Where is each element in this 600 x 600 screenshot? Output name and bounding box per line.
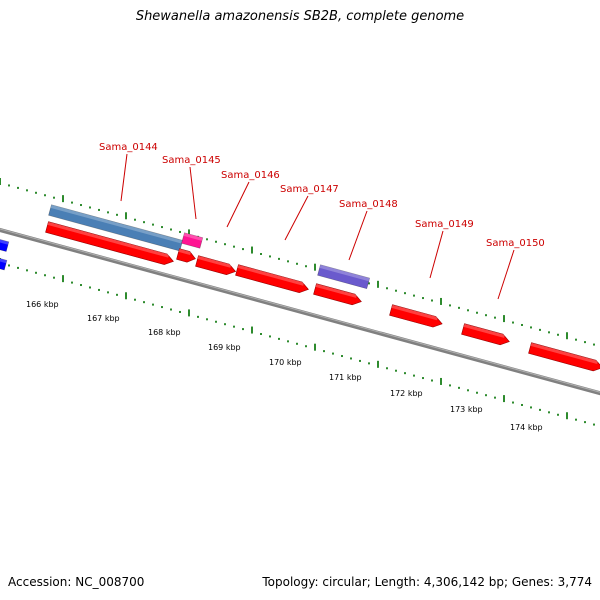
gene-bar-steelblue [48, 204, 184, 252]
scale-label: 167 kbp [87, 314, 120, 323]
gene-label: Sama_0146 [221, 170, 280, 181]
gene-arrow [45, 221, 174, 265]
gene-label-leader [348, 210, 368, 261]
scale-label: 166 kbp [26, 300, 59, 309]
gene-label-leader [189, 166, 197, 220]
gene-label: Sama_0149 [415, 219, 474, 230]
gene-arrow [528, 342, 600, 372]
gene-arrow [461, 323, 510, 346]
scale-label: 174 kbp [510, 423, 543, 432]
scale-label: 172 kbp [390, 389, 423, 398]
gene-label-leader [497, 249, 515, 300]
gene-arrow [389, 304, 443, 328]
gene-bar-magenta [181, 232, 204, 249]
offscreen-feature [0, 237, 10, 252]
gene-label: Sama_0144 [99, 142, 158, 153]
scale-label: 171 kbp [329, 373, 362, 382]
outer-tick-track [0, 178, 595, 346]
gene-arrow [176, 248, 196, 263]
feature-track [0, 204, 600, 372]
scale-label: 168 kbp [148, 328, 181, 337]
gene-label: Sama_0147 [280, 184, 339, 195]
inner-tick-track [0, 258, 595, 426]
gene-label-leader [226, 181, 250, 228]
gene-arrow [195, 255, 237, 276]
backbone-line [0, 227, 600, 396]
scale-label: 169 kbp [208, 343, 241, 352]
scale-label: 170 kbp [269, 358, 302, 367]
accession-text: Accession: NC_008700 [8, 575, 145, 589]
gene-arrow [235, 264, 309, 293]
gene-label: Sama_0148 [339, 199, 398, 210]
gene-label-leader [284, 195, 309, 241]
gene-label-layer: 166 kbp 167 kbp 168 kbp 169 kbp 170 kbp 171 k… [26, 142, 545, 432]
sequence-backbone [0, 227, 600, 396]
backbone-highlight [0, 228, 600, 393]
gene-label: Sama_0150 [486, 238, 545, 249]
scale-label: 173 kbp [450, 405, 483, 414]
map-title: Shewanella amazonensis SB2B, complete ge… [135, 9, 465, 24]
gene-bar-purple [317, 264, 371, 290]
gene-label: Sama_0145 [162, 155, 221, 166]
gene-label-leader [429, 230, 444, 279]
genome-summary-text: Topology: circular; Length: 4,306,142 bp… [262, 575, 592, 589]
gene-arrow [313, 283, 362, 306]
gene-label-leader [120, 153, 128, 202]
offscreen-feature [0, 256, 8, 271]
